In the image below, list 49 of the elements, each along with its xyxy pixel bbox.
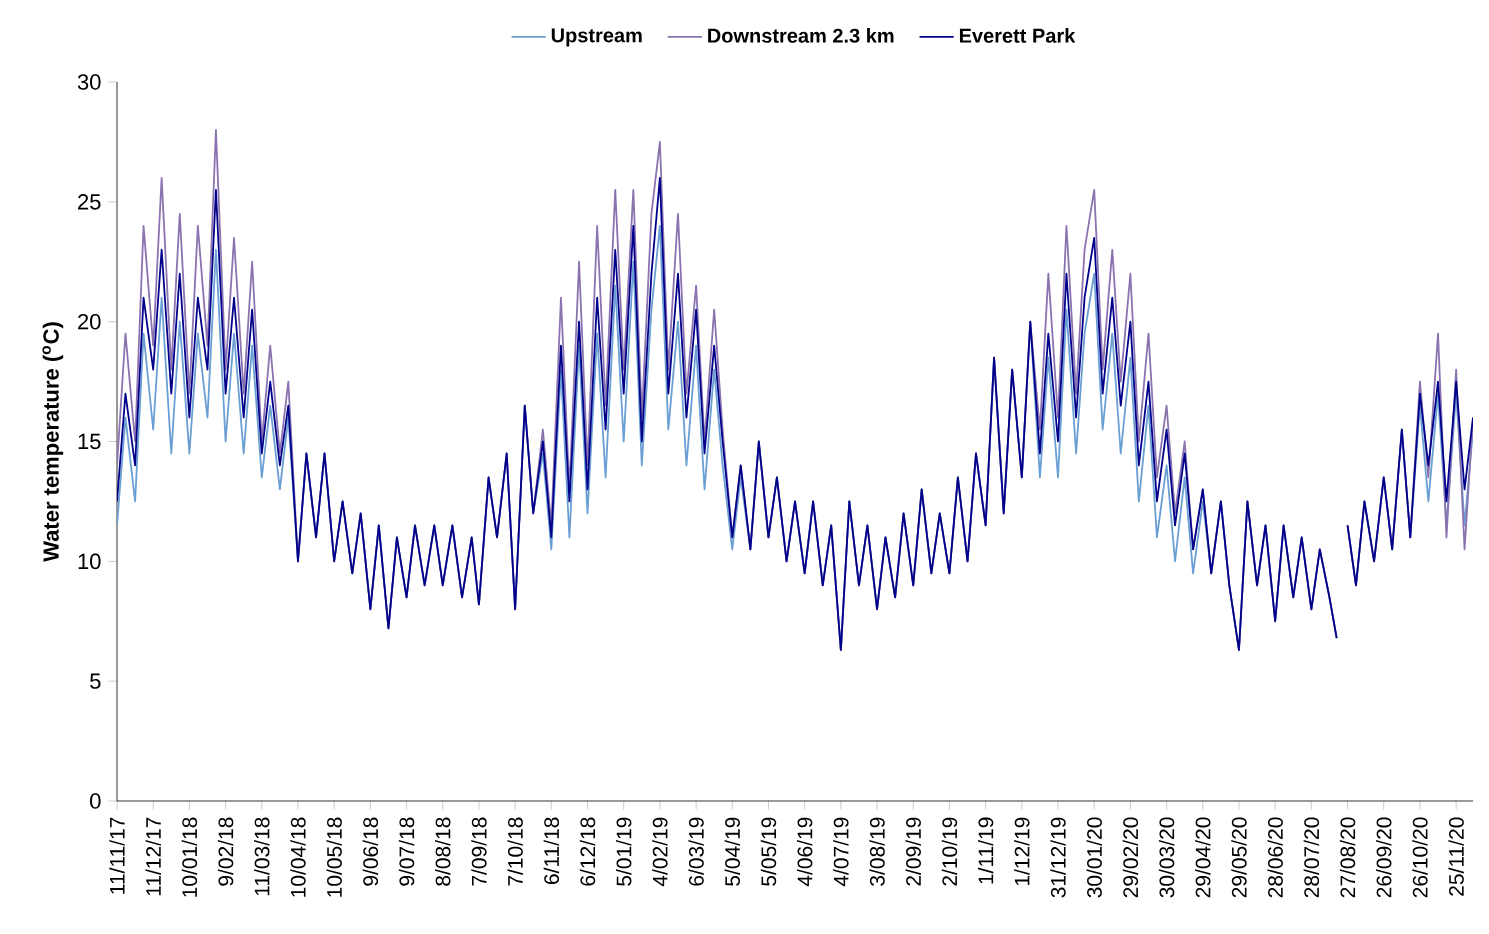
x-tick-label: 26/10/20 <box>1412 817 1428 898</box>
x-tick-label: 10/01/18 <box>181 817 198 897</box>
x-tick-label: 30/01/20 <box>1086 817 1102 898</box>
x-tick-label: 29/02/20 <box>1122 817 1139 898</box>
x-tick-label: 6/12/18 <box>579 817 596 886</box>
x-tick-label: 7/09/18 <box>471 817 487 886</box>
x-tick-label: 9/02/18 <box>217 817 234 886</box>
y-tick-label: 5 <box>90 673 101 689</box>
x-tick-label: 5/01/19 <box>615 817 632 886</box>
x-tick-label: 2/10/19 <box>941 817 958 886</box>
y-tick-label: 15 <box>78 433 101 450</box>
x-tick-label: 6/03/19 <box>688 817 704 886</box>
y-tick-label: 25 <box>78 194 101 210</box>
x-tick-label: 7/10/18 <box>507 817 523 886</box>
x-tick-label: 31/12/19 <box>1050 817 1066 898</box>
x-tick-label: 8/08/18 <box>435 817 451 886</box>
x-tick-label: 5/05/19 <box>760 817 777 886</box>
x-tick-label: 2/09/19 <box>905 817 921 886</box>
x-tick-label: 10/05/18 <box>326 817 342 897</box>
x-tick-label: 29/04/20 <box>1195 817 1211 898</box>
x-tick-label: 1/11/19 <box>977 817 994 884</box>
legend-label: Downstream 2.3 km <box>708 28 894 43</box>
x-tick-label: 6/11/18 <box>543 817 560 885</box>
x-tick-label: 27/08/20 <box>1339 817 1356 898</box>
x-tick-label: 11/12/17 <box>145 817 161 896</box>
x-tick-label: 26/09/20 <box>1376 817 1392 898</box>
x-tick-label: 9/07/18 <box>398 817 415 886</box>
legend-label: Everett Park <box>959 28 1076 43</box>
x-tick-label: 9/06/18 <box>362 817 379 886</box>
y-tick-label: 0 <box>90 793 101 809</box>
x-tick-label: 4/06/19 <box>796 817 813 887</box>
x-tick-label: 11/11/17 <box>109 817 125 894</box>
legend-label: Upstream <box>551 28 642 47</box>
x-tick-label: 3/08/19 <box>869 817 885 886</box>
y-tick-label: 10 <box>78 553 101 570</box>
x-tick-label: 28/06/20 <box>1267 817 1283 898</box>
y-tick-label: 20 <box>78 313 101 330</box>
x-tick-label: 4/02/19 <box>652 817 668 887</box>
x-tick-label: 5/04/19 <box>724 817 740 886</box>
x-tick-label: 28/07/20 <box>1303 817 1320 898</box>
x-tick-label: 11/03/18 <box>254 817 270 896</box>
x-tick-label: 30/03/20 <box>1158 817 1175 898</box>
x-tick-label: 1/12/19 <box>1014 817 1030 886</box>
x-tick-label: 4/07/19 <box>833 817 849 887</box>
y-tick-label: 30 <box>77 74 101 90</box>
x-tick-label: 10/04/18 <box>290 817 306 897</box>
x-tick-label: 25/11/20 <box>1448 817 1464 896</box>
x-tick-label: 29/05/20 <box>1231 817 1247 898</box>
y-axis-title: Water temperature ($^{o}$C) <box>42 322 64 562</box>
